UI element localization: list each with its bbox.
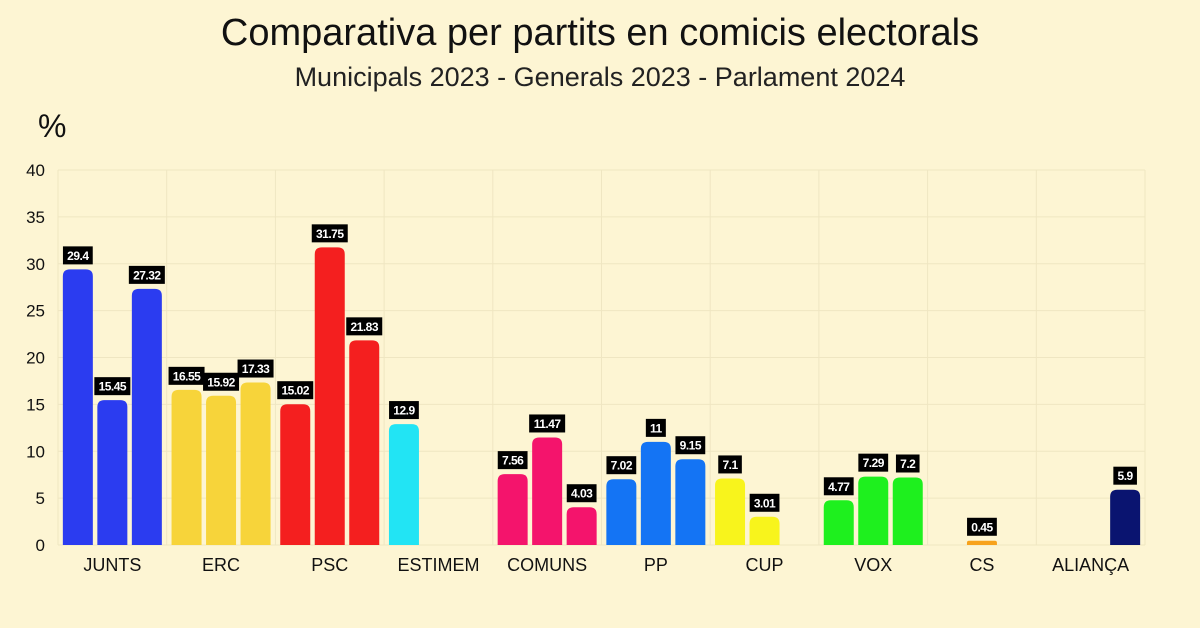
y-tick-label: 15 (26, 395, 45, 414)
x-category-label: PP (644, 555, 668, 575)
value-label-bg (203, 372, 240, 391)
value-label-bg (749, 493, 780, 512)
y-tick-label: 5 (36, 489, 45, 508)
chart-subtitle: Municipals 2023 - Generals 2023 - Parlam… (294, 62, 906, 92)
bar-junts-2 (131, 288, 162, 545)
bar-pp-1 (640, 441, 671, 545)
value-label: 31.75 (316, 227, 344, 241)
value-label: 9.15 (680, 439, 702, 453)
bar-psc-0 (280, 404, 311, 545)
bar-estimem-0 (388, 424, 419, 545)
bar-comuns-2 (566, 507, 597, 545)
value-label-bg (389, 401, 419, 420)
x-category-label: ALIANÇA (1052, 555, 1129, 575)
bar-erc-2 (240, 382, 271, 545)
value-label: 5.9 (1118, 469, 1134, 483)
value-label: 16.55 (173, 369, 201, 383)
x-category-label: PSC (311, 555, 348, 575)
y-axis-unit-label: % (38, 108, 67, 144)
value-label: 7.02 (611, 459, 633, 473)
value-label-bg (895, 454, 920, 473)
bar-cs-1 (966, 540, 997, 545)
value-label: 21.83 (350, 320, 378, 334)
bar-vox-1 (858, 476, 889, 545)
y-tick-label: 35 (26, 208, 45, 227)
y-tick-label: 10 (26, 442, 45, 461)
value-label-bg (566, 484, 597, 503)
value-label-bg (823, 477, 854, 496)
bar-psc-1 (314, 247, 345, 545)
bar-junts-1 (97, 400, 128, 545)
x-category-label: JUNTS (83, 555, 141, 575)
bar-pp-2 (675, 459, 706, 545)
chart-title: Comparativa per partits en comicis elect… (220, 12, 980, 54)
bar-aliança-2 (1110, 489, 1141, 545)
value-label-bg (718, 455, 742, 474)
x-category-label: ERC (202, 555, 240, 575)
value-label: 12.9 (393, 404, 415, 418)
value-label-bg (858, 453, 889, 472)
x-category-label: VOX (854, 555, 892, 575)
value-label-bg (529, 414, 566, 433)
value-label: 7.56 (502, 454, 524, 468)
value-label-bg (645, 418, 666, 437)
x-category-label: COMUNS (507, 555, 587, 575)
value-label: 0.45 (971, 520, 993, 534)
value-label-bg (675, 436, 706, 455)
y-tick-label: 40 (26, 161, 45, 180)
bar-erc-0 (171, 389, 202, 545)
y-tick-label: 30 (26, 255, 45, 274)
value-label-bg (237, 359, 274, 378)
value-label-bg (497, 451, 528, 470)
value-label: 4.77 (828, 480, 850, 494)
value-label-bg (128, 265, 165, 284)
bar-comuns-0 (497, 474, 528, 545)
value-label-bg (277, 381, 314, 400)
value-label: 3.01 (754, 496, 776, 510)
value-label: 17.33 (242, 362, 270, 376)
bar-pp-0 (606, 479, 637, 545)
value-label: 7.29 (863, 456, 885, 470)
x-category-label: CS (969, 555, 994, 575)
value-label: 15.45 (99, 380, 127, 394)
bar-vox-2 (892, 477, 923, 545)
bar-comuns-1 (532, 437, 563, 545)
bar-psc-2 (349, 340, 380, 545)
value-label: 11 (650, 421, 663, 435)
value-label: 29.4 (67, 249, 89, 263)
value-label: 15.02 (281, 384, 309, 398)
value-label: 27.32 (133, 268, 161, 282)
value-label-bg (311, 224, 348, 243)
value-label: 4.03 (571, 487, 593, 501)
value-label: 11.47 (534, 417, 562, 431)
value-label-bg (94, 377, 131, 396)
x-category-label: ESTIMEM (397, 555, 479, 575)
value-label-bg (606, 456, 637, 475)
value-label: 7.2 (900, 457, 916, 471)
value-label-bg (346, 317, 383, 336)
value-label-bg (1113, 466, 1137, 485)
value-label-bg (62, 246, 93, 265)
bar-cup-1 (749, 516, 780, 545)
y-tick-label: 20 (26, 349, 45, 368)
y-tick-label: 0 (36, 536, 45, 555)
x-category-label: CUP (746, 555, 784, 575)
value-label: 7.1 (722, 458, 738, 472)
value-label-bg (967, 517, 997, 536)
bar-erc-1 (206, 395, 237, 545)
bar-junts-0 (62, 269, 93, 545)
value-label-bg (168, 366, 205, 385)
bar-vox-0 (823, 500, 854, 545)
y-tick-label: 25 (26, 302, 45, 321)
value-label: 15.92 (207, 375, 235, 389)
bar-cup-0 (715, 478, 746, 545)
